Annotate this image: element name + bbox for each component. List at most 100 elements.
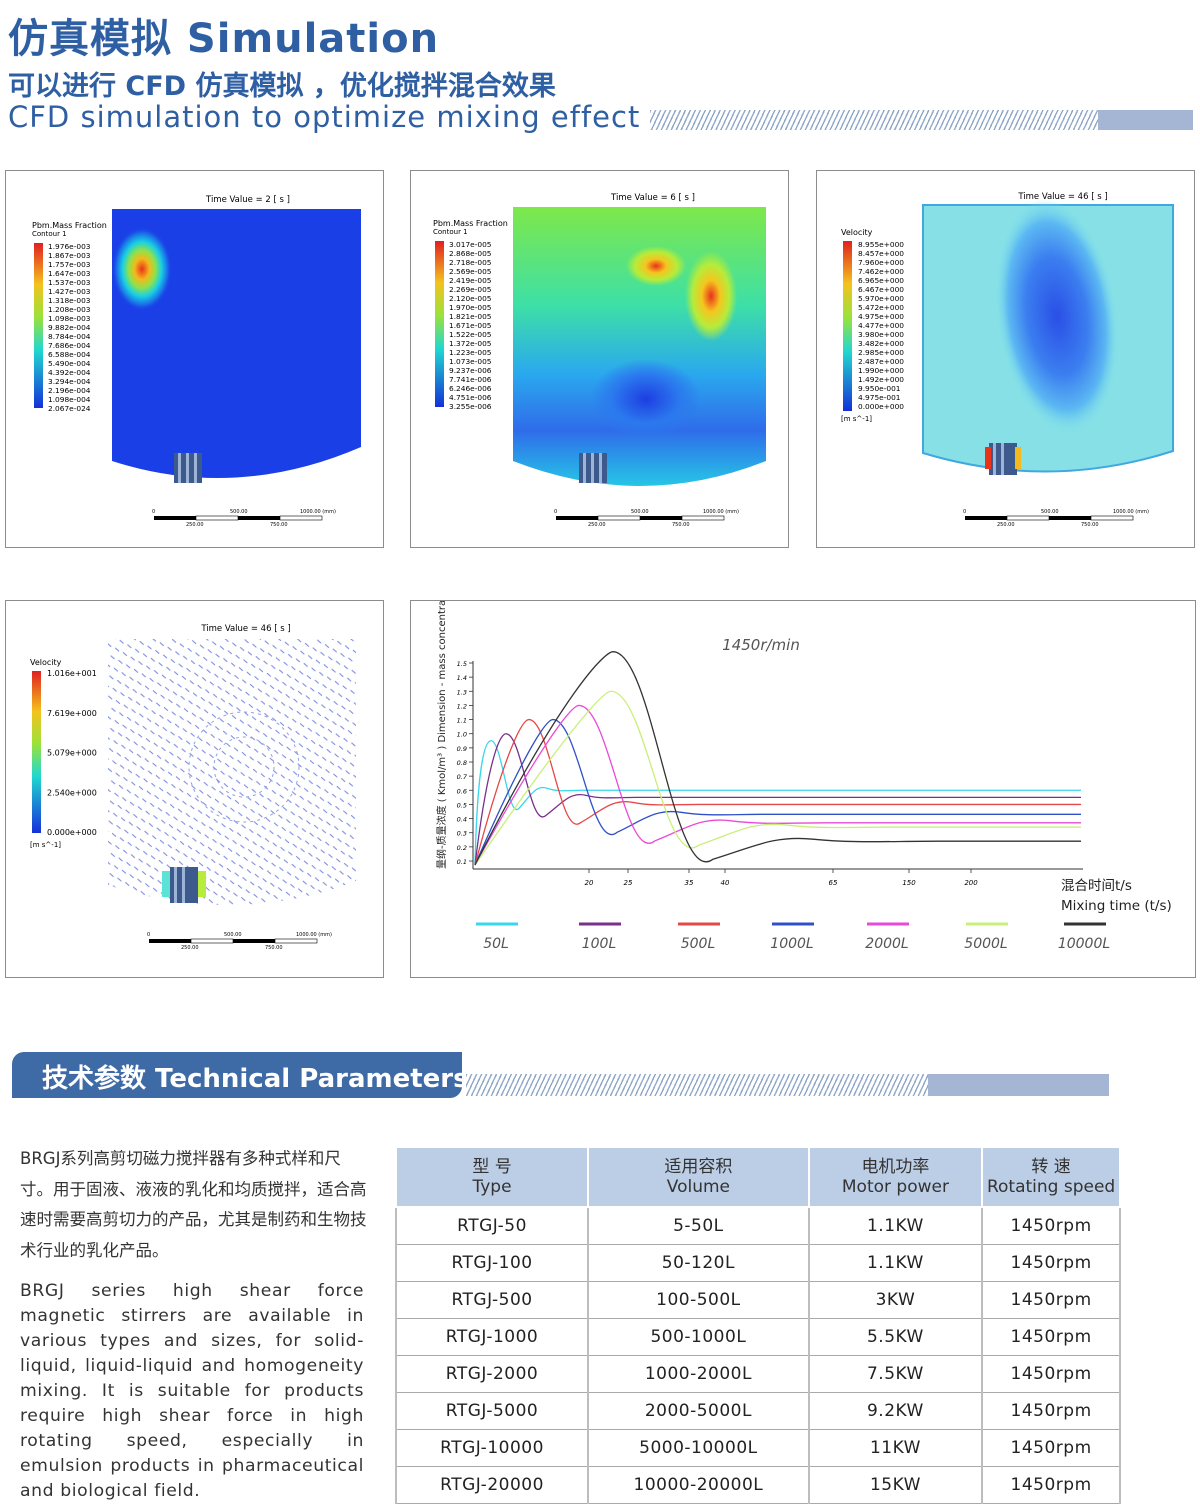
- x-tick-label: 20: [585, 879, 594, 887]
- table-cell: 100-500L: [587, 1281, 810, 1319]
- legend-value: 6.467e+000: [858, 285, 904, 294]
- table-cell: 15KW: [807, 1466, 984, 1504]
- table-cell: 1450rpm: [981, 1318, 1121, 1356]
- y-tick-label: 1.1: [457, 717, 467, 725]
- spec-table: 型 号 Type 适用容积 Volume 电机功率 Motor power 转 速 Ro…: [394, 1146, 1121, 1504]
- x-tick-label: 150: [902, 879, 916, 887]
- legend-value: 2.067e-024: [48, 404, 91, 413]
- velocity-vector-field: [108, 639, 356, 906]
- concentration-hotspot: [112, 227, 172, 311]
- scale-label: 0: [554, 509, 557, 515]
- x-tick-label: 35: [685, 879, 694, 887]
- legend-value: 7.960e+000: [858, 258, 904, 267]
- chart-title: 1450r/min: [722, 636, 800, 654]
- mixing-concentration-chart: 1450r/min 量纲-质量浓度 ( Kmol/m³ ) Dimension …: [435, 601, 1172, 952]
- legend-value: 1.098e-004: [48, 395, 91, 404]
- y-axis-label: 量纲-质量浓度 ( Kmol/m³ ) Dimension - mass con…: [435, 601, 448, 869]
- legend-value: 8.955e+000: [858, 240, 904, 249]
- table-cell: 1450rpm: [981, 1429, 1121, 1467]
- scale-label: 250.00: [186, 522, 204, 528]
- scale-label: 1000.00 (mm): [300, 509, 336, 515]
- table-cell: 1450rpm: [981, 1392, 1121, 1430]
- y-tick-label: 0.4: [457, 816, 467, 824]
- table-row: RTGJ-1000 500-1000L 5.5KW 1450rpm: [394, 1318, 1121, 1356]
- legend-value: 9.882e-004: [48, 323, 91, 332]
- tech-stripe-solid: [928, 1074, 1109, 1096]
- legend-label: 500L: [681, 936, 716, 952]
- time-label: Time Value = 6 [ s ]: [610, 193, 695, 203]
- legend-value: 2.269e-005: [449, 285, 492, 294]
- legend-value: 1.867e-003: [48, 251, 91, 260]
- y-tick-label: 1.5: [457, 660, 467, 668]
- scale-label: 0: [152, 509, 155, 515]
- legend-value: 1.016e+001: [47, 669, 97, 678]
- scale-label: 250.00: [997, 522, 1015, 528]
- description-en: BRGJ series high shear force magnetic st…: [20, 1281, 364, 1501]
- legend-value: 1.990e+000: [858, 366, 904, 375]
- legend-value: 6.588e-004: [48, 350, 91, 359]
- scale-label: 250.00: [181, 945, 199, 951]
- legend-title: Velocity: [30, 658, 62, 667]
- legend-label: 10000L: [1058, 936, 1110, 952]
- table-row: RTGJ-500 100-500L 3KW 1450rpm: [394, 1281, 1121, 1319]
- legend-value: 2.487e+000: [858, 357, 904, 366]
- tank-contour: [112, 209, 361, 479]
- scale-label: 750.00: [270, 522, 288, 528]
- scale-label: 1000.00 (mm): [703, 509, 739, 515]
- table-cell: 3KW: [807, 1281, 984, 1319]
- table-row: RTGJ-10000 5000-10000L 11KW 1450rpm: [394, 1429, 1121, 1467]
- table-cell: 500-1000L: [587, 1318, 810, 1356]
- series-line-100L: [474, 733, 1081, 866]
- scale-label: 500.00: [224, 932, 242, 938]
- col-rotating-speed: 转 速 Rotating speed: [981, 1146, 1121, 1208]
- series-line-5000L: [474, 690, 1081, 866]
- scale-label: 750.00: [672, 522, 690, 528]
- y-tick-label: 0.5: [457, 801, 467, 809]
- legend-value: 2.196e-004: [48, 386, 91, 395]
- legend-value: 2.985e+000: [858, 348, 904, 357]
- low-velocity-core: [995, 198, 1119, 434]
- legend-value: 6.246e-006: [449, 384, 492, 393]
- y-tick-label: 0.7: [457, 773, 468, 781]
- legend-value: 7.686e-004: [48, 341, 91, 350]
- table-cell: 2000-5000L: [587, 1392, 810, 1430]
- table-cell: 1450rpm: [981, 1355, 1121, 1393]
- header-stripe: [650, 110, 1100, 130]
- legend-title: Velocity: [841, 228, 873, 237]
- header-stripe-solid: [1098, 110, 1193, 130]
- legend-value: 6.965e+000: [858, 276, 904, 285]
- page-title: 仿真模拟 Simulation: [8, 16, 440, 62]
- x-tick-label: 65: [829, 879, 838, 887]
- legend-value: 0.000e+000: [858, 402, 904, 411]
- time-label: Time Value = 2 [ s ]: [205, 195, 290, 205]
- y-tick-label: 0.1: [457, 858, 467, 866]
- legend-unit: [m s^-1]: [841, 415, 872, 423]
- table-cell: 5000-10000L: [587, 1429, 810, 1467]
- table-cell: 1450rpm: [981, 1466, 1121, 1504]
- vortex-ring: [213, 736, 275, 798]
- table-cell: 50-120L: [587, 1244, 810, 1282]
- legend-value: 2.120e-005: [449, 294, 492, 303]
- legend-value: 1.492e+000: [858, 375, 904, 384]
- scale-label: 500.00: [230, 509, 248, 515]
- table-cell: RTGJ-50: [394, 1206, 590, 1245]
- vortex-ring: [188, 711, 300, 823]
- subtitle-cn: 可以进行 CFD 仿真模拟 ，优化搅拌混合效果: [8, 71, 556, 102]
- spec-table-header: 型 号 Type 适用容积 Volume 电机功率 Motor power 转 速 Ro…: [394, 1146, 1121, 1208]
- col-type: 型 号 Type: [394, 1146, 590, 1208]
- legend-label: 2000L: [865, 936, 908, 952]
- table-cell: 1.1KW: [807, 1244, 984, 1282]
- legend-value: 9.950e-001: [858, 384, 901, 393]
- legend-label: 1000L: [770, 936, 813, 952]
- scale-bar: [154, 515, 323, 521]
- legend-value: 4.975e-001: [858, 393, 901, 402]
- legend-value: 7.462e+000: [858, 267, 904, 276]
- impeller-icon: [174, 453, 202, 483]
- legend-label: 50L: [483, 936, 509, 952]
- concentration-hotspot: [626, 246, 686, 286]
- legend-value: 1.757e-003: [48, 260, 91, 269]
- col-volume: 适用容积 Volume: [587, 1146, 810, 1208]
- x-tick-label: 40: [721, 879, 730, 887]
- legend-value: 2.419e-005: [449, 276, 492, 285]
- velocity-vector-plot-46s: Time Value = 46 [ s ] Velocity 1.016e+00…: [30, 624, 356, 951]
